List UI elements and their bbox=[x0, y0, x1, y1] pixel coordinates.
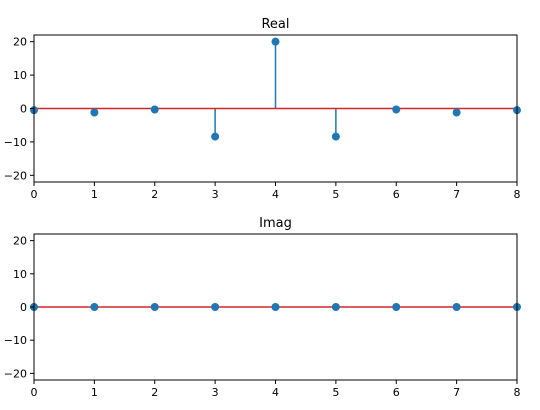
subplot-0: Real 0 1 2 3 4 5 6 7 8 −20 −10 0 10 20 bbox=[4, 17, 521, 201]
x-tick-label-0-0: 0 bbox=[31, 188, 38, 201]
y-tick-label-0-0: −20 bbox=[4, 169, 27, 182]
stem-marker-1-4 bbox=[271, 303, 280, 311]
x-tick-label-0-4: 4 bbox=[272, 188, 279, 201]
x-tick-label-0-8: 8 bbox=[514, 188, 521, 201]
stem-marker-0-7 bbox=[452, 108, 461, 117]
stem-marker-1-7 bbox=[452, 303, 461, 311]
y-tick-label-0-1: −10 bbox=[4, 136, 27, 149]
x-tick-label-0-5: 5 bbox=[332, 188, 339, 201]
x-tick-label-1-0: 0 bbox=[31, 386, 38, 399]
x-tick-label-0-7: 7 bbox=[453, 188, 460, 201]
x-tick-label-0-6: 6 bbox=[393, 188, 400, 201]
y-tick-label-1-2: 0 bbox=[20, 301, 27, 314]
x-tick-label-1-7: 7 bbox=[453, 386, 460, 399]
subplot-1: Imag 0 1 2 3 4 5 6 7 8 −20 −10 0 10 20 bbox=[4, 216, 521, 399]
stem-marker-0-6 bbox=[392, 105, 401, 114]
chart-title: Real bbox=[261, 17, 289, 32]
stem-marker-1-2 bbox=[150, 303, 159, 311]
y-tick-label-1-1: −10 bbox=[4, 334, 27, 347]
stem-marker-1-1 bbox=[90, 303, 99, 311]
stem-marker-0-2 bbox=[150, 105, 159, 114]
x-tick-label-0-3: 3 bbox=[212, 188, 219, 201]
stem-marker-1-5 bbox=[331, 303, 340, 311]
y-tick-label-0-2: 0 bbox=[20, 103, 27, 116]
x-tick-label-1-8: 8 bbox=[514, 386, 521, 399]
y-tick-label-0-3: 10 bbox=[13, 69, 27, 82]
stem-marker-1-6 bbox=[392, 303, 401, 311]
stem-marker-1-3 bbox=[211, 303, 220, 311]
x-tick-label-1-5: 5 bbox=[332, 386, 339, 399]
y-tick-label-1-0: −20 bbox=[4, 367, 27, 380]
stem-marker-0-5 bbox=[331, 132, 340, 141]
chart-title: Imag bbox=[259, 216, 292, 231]
y-tick-label-1-4: 20 bbox=[13, 235, 27, 248]
x-tick-label-1-3: 3 bbox=[212, 386, 219, 399]
x-tick-label-0-2: 2 bbox=[151, 188, 158, 201]
stem-marker-0-1 bbox=[90, 108, 99, 117]
stem-marker-0-4 bbox=[271, 37, 280, 46]
x-tick-label-1-6: 6 bbox=[393, 386, 400, 399]
x-tick-label-0-1: 1 bbox=[91, 188, 98, 201]
stem-marker-0-3 bbox=[211, 132, 220, 141]
x-tick-label-1-1: 1 bbox=[91, 386, 98, 399]
y-tick-label-1-3: 10 bbox=[13, 268, 27, 281]
x-tick-label-1-4: 4 bbox=[272, 386, 279, 399]
x-tick-label-1-2: 2 bbox=[151, 386, 158, 399]
y-tick-label-0-4: 20 bbox=[13, 36, 27, 49]
